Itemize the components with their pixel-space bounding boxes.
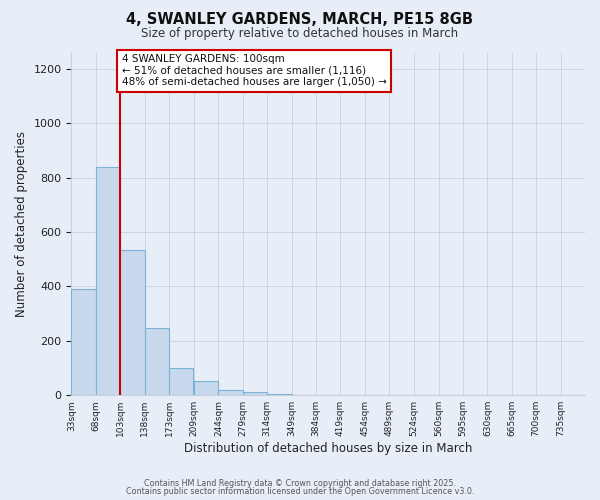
Y-axis label: Number of detached properties: Number of detached properties (15, 131, 28, 317)
Text: Contains public sector information licensed under the Open Government Licence v3: Contains public sector information licen… (126, 487, 474, 496)
Bar (169, 368, 193, 395)
Bar (243, 392, 267, 395)
Bar (145, 328, 169, 395)
Text: Size of property relative to detached houses in March: Size of property relative to detached ho… (142, 28, 458, 40)
Bar (71, 289, 96, 395)
Bar (194, 381, 218, 395)
Bar (292, 394, 316, 395)
Bar (218, 390, 243, 395)
Bar (96, 166, 120, 395)
Text: 4, SWANLEY GARDENS, MARCH, PE15 8GB: 4, SWANLEY GARDENS, MARCH, PE15 8GB (127, 12, 473, 28)
Text: Contains HM Land Registry data © Crown copyright and database right 2025.: Contains HM Land Registry data © Crown c… (144, 478, 456, 488)
Bar (267, 394, 292, 395)
X-axis label: Distribution of detached houses by size in March: Distribution of detached houses by size … (184, 442, 472, 455)
Text: 4 SWANLEY GARDENS: 100sqm
← 51% of detached houses are smaller (1,116)
48% of se: 4 SWANLEY GARDENS: 100sqm ← 51% of detac… (122, 54, 386, 88)
Bar (120, 250, 145, 395)
